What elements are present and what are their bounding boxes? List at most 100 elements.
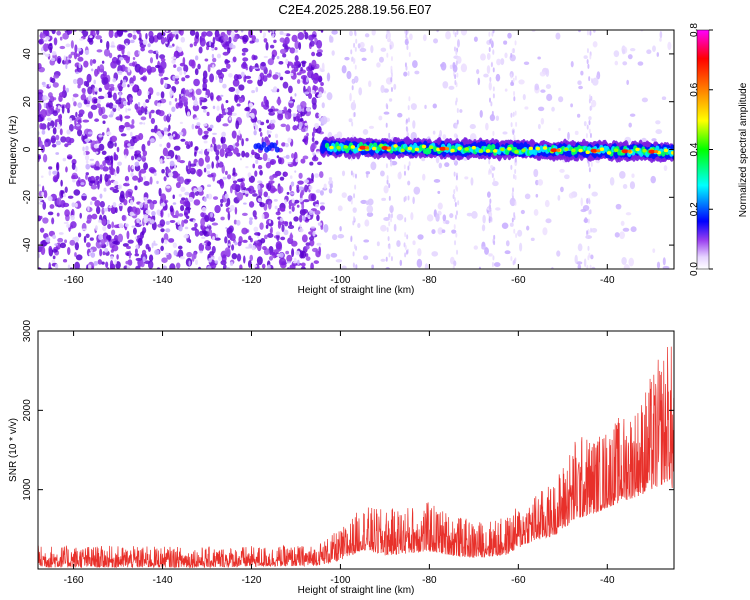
heatmap-speckle [390, 256, 393, 262]
heatmap-speckle [40, 47, 44, 52]
heatmap-speckle [380, 47, 387, 52]
heatmap-speckle [138, 37, 142, 41]
heatmap-speckle [568, 192, 575, 199]
heatmap-speckle [169, 263, 176, 269]
heatmap-speckle [404, 232, 407, 238]
heatmap-speckle [201, 236, 206, 240]
heatmap-speckle [220, 136, 226, 144]
heatmap-speckle [207, 64, 211, 73]
heatmap-speckle [114, 87, 118, 92]
heatmap-speckle [453, 224, 456, 230]
heatmap-speckle [193, 78, 200, 87]
heatmap-speckle [289, 233, 294, 240]
heatmap-speckle [388, 132, 391, 138]
heatmap-speckle [316, 242, 322, 246]
heatmap-speckle [288, 85, 293, 94]
heatmap-speckle [236, 219, 241, 226]
heatmap-speckle [388, 32, 391, 40]
heatmap-speckle [231, 60, 234, 64]
heatmap-speckle [65, 166, 68, 173]
heatmap-speckle [355, 264, 358, 269]
heatmap-speckle [142, 150, 148, 157]
heatmap-speckle [136, 217, 140, 224]
heatmap-speckle [294, 93, 297, 97]
heatmap-speckle [184, 226, 189, 230]
heatmap-speckle [93, 143, 99, 149]
heatmap-speckle [307, 92, 313, 99]
heatmap-speckle [522, 93, 526, 101]
heatmap-speckle [353, 99, 356, 105]
heatmap-speckle [124, 223, 129, 228]
heatmap-speckle [150, 128, 155, 133]
heatmap-speckle [211, 245, 216, 254]
heatmap-speckle [298, 121, 303, 128]
heatmap-speckle [87, 131, 93, 135]
heatmap-speckle [142, 256, 146, 263]
heatmap-speckle [385, 163, 388, 169]
heatmap-speckle [95, 206, 101, 215]
heatmap-speckle [212, 105, 216, 110]
heatmap-speckle [469, 124, 476, 130]
heatmap-speckle [219, 180, 225, 189]
heatmap-speckle [172, 43, 175, 47]
heatmap-speckle [311, 51, 316, 57]
heatmap-speckle [196, 168, 203, 177]
heatmap-speckle [249, 40, 255, 44]
heatmap-speckle [180, 93, 184, 97]
heatmap-speckle [397, 112, 403, 118]
heatmap-speckle [231, 130, 237, 139]
heatmap-speckle [590, 148, 598, 153]
heatmap-speckle [83, 151, 87, 156]
heatmap-speckle [160, 228, 165, 233]
heatmap-speckle [507, 32, 512, 39]
heatmap-speckle [51, 249, 58, 253]
heatmap-speckle [86, 242, 91, 248]
heatmap-speckle [138, 170, 142, 178]
heatmap-speckle [125, 180, 130, 184]
heatmap-speckle [207, 224, 210, 227]
heatmap-speckle [267, 182, 271, 192]
heatmap-speckle [222, 131, 226, 138]
heatmap-speckle [364, 33, 370, 38]
heatmap-speckle [232, 56, 237, 63]
heatmap-speckle [260, 61, 266, 67]
heatmap-speckle [263, 95, 268, 105]
heatmap-speckle [310, 142, 317, 150]
heatmap-speckle [126, 101, 130, 106]
heatmap-speckle [280, 123, 287, 128]
heatmap-speckle [78, 109, 85, 116]
heatmap-speckle [256, 242, 262, 252]
heatmap-speckle [79, 212, 82, 219]
heatmap-speckle [101, 207, 105, 215]
heatmap-speckle [651, 138, 657, 142]
heatmap-speckle [300, 262, 306, 267]
heatmap-speckle [290, 96, 293, 101]
heatmap-speckle [67, 30, 73, 35]
heatmap-speckle [286, 261, 291, 264]
heatmap-speckle [237, 178, 244, 183]
heatmap-speckle [245, 165, 249, 169]
heatmap-speckle [75, 166, 78, 172]
heatmap-speckle [426, 214, 434, 222]
heatmap-speckle [501, 222, 509, 229]
heatmap-speckle [641, 97, 648, 103]
heatmap-speckle [383, 88, 389, 93]
heatmap-speckle [68, 124, 74, 132]
heatmap-speckle [304, 179, 310, 184]
heatmap-speckle [56, 30, 62, 36]
heatmap-speckle [455, 185, 458, 191]
heatmap-speckle [259, 169, 263, 176]
heatmap-speckle [163, 233, 169, 242]
heatmap-speckle [359, 41, 365, 49]
heatmap-speckle [290, 72, 294, 77]
heatmap-speckle [300, 189, 304, 197]
heatmap-speckle [648, 149, 656, 154]
y-tick-label: 3000 [22, 319, 33, 342]
heatmap-speckle [138, 270, 142, 275]
heatmap-speckle [202, 87, 208, 91]
heatmap-speckle [247, 172, 252, 178]
heatmap-speckle [114, 259, 117, 265]
heatmap-speckle [62, 193, 67, 198]
heatmap-speckle [188, 239, 192, 244]
